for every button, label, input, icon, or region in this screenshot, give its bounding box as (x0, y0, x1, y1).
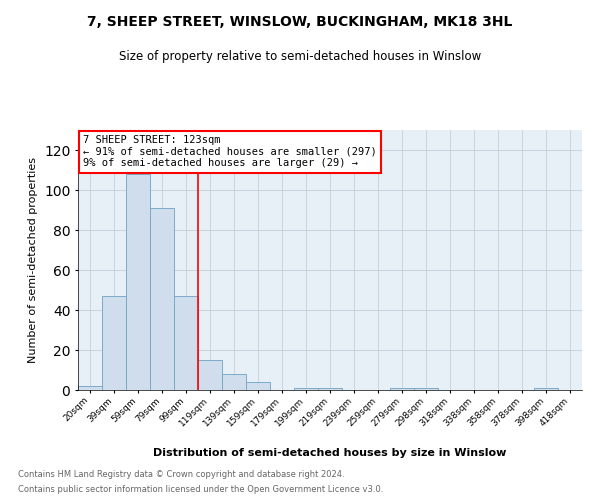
Y-axis label: Number of semi-detached properties: Number of semi-detached properties (28, 157, 38, 363)
Bar (198, 360, 222, 390)
Bar (78, 386, 102, 390)
Bar (534, 388, 558, 390)
Bar (294, 388, 318, 390)
Text: Size of property relative to semi-detached houses in Winslow: Size of property relative to semi-detach… (119, 50, 481, 63)
Bar (174, 296, 198, 390)
Bar (318, 388, 342, 390)
Bar (222, 374, 246, 390)
Text: 7 SHEEP STREET: 123sqm
← 91% of semi-detached houses are smaller (297)
9% of sem: 7 SHEEP STREET: 123sqm ← 91% of semi-det… (83, 135, 377, 168)
Bar (390, 388, 414, 390)
Text: Contains HM Land Registry data © Crown copyright and database right 2024.: Contains HM Land Registry data © Crown c… (18, 470, 344, 479)
Bar (414, 388, 438, 390)
Bar (246, 382, 270, 390)
Bar (126, 174, 150, 390)
Text: 7, SHEEP STREET, WINSLOW, BUCKINGHAM, MK18 3HL: 7, SHEEP STREET, WINSLOW, BUCKINGHAM, MK… (88, 15, 512, 29)
Bar (150, 208, 174, 390)
Text: Distribution of semi-detached houses by size in Winslow: Distribution of semi-detached houses by … (154, 448, 506, 458)
Text: Contains public sector information licensed under the Open Government Licence v3: Contains public sector information licen… (18, 485, 383, 494)
Bar (102, 296, 126, 390)
